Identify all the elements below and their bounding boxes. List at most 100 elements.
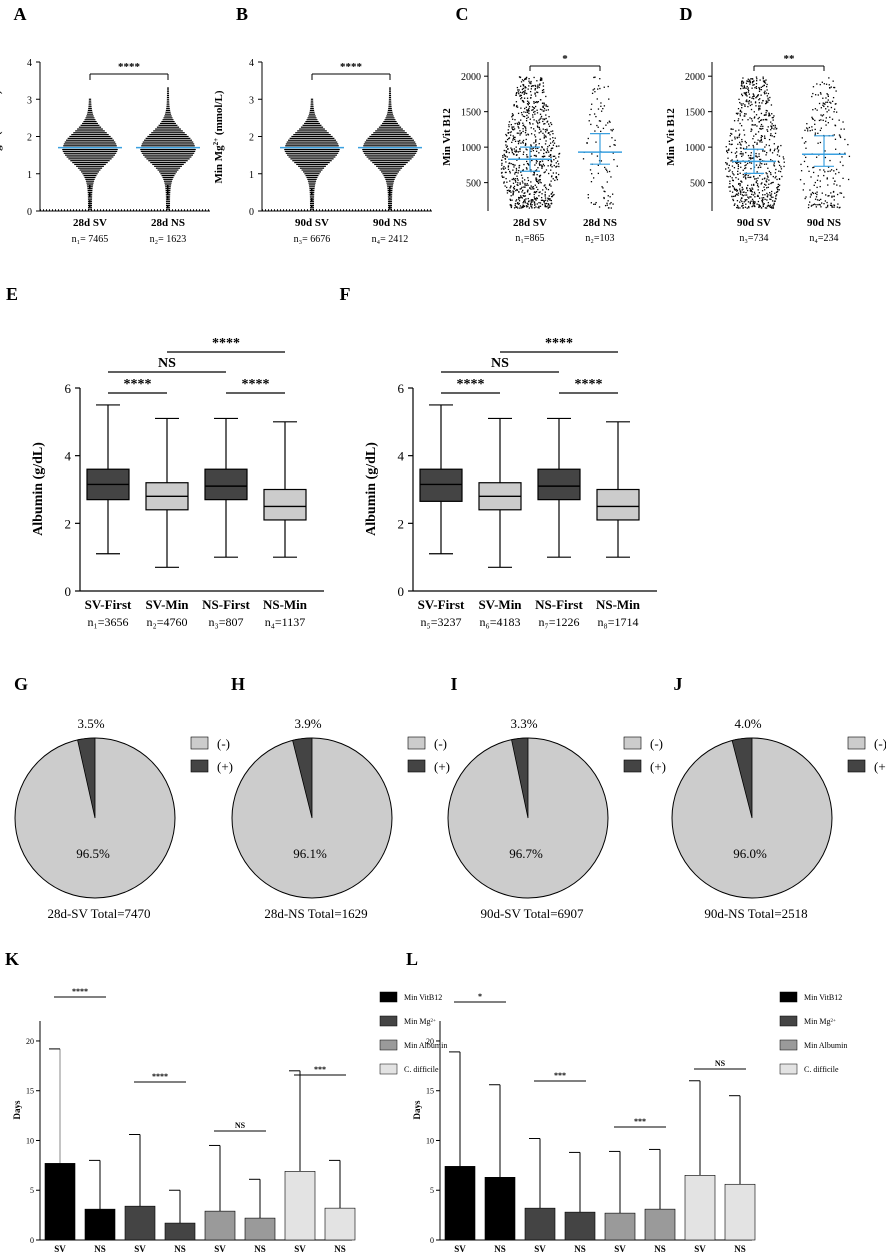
dot <box>511 115 514 117</box>
dot-row <box>387 188 393 190</box>
dot <box>770 206 772 208</box>
legend-label-positive: (+) <box>217 759 233 774</box>
dot <box>533 172 535 174</box>
dot <box>830 169 833 171</box>
dot <box>534 84 536 87</box>
dot <box>513 191 515 193</box>
dot <box>586 142 588 144</box>
dot <box>536 101 538 104</box>
dot <box>820 107 823 109</box>
dot <box>764 198 766 201</box>
sig-label: NS <box>715 1059 726 1068</box>
dot <box>783 165 785 168</box>
dot <box>505 177 507 180</box>
dot <box>737 164 739 166</box>
dot-row <box>148 160 188 162</box>
dot <box>537 126 539 128</box>
dot <box>826 93 828 95</box>
pie-slice-positive <box>77 737 96 819</box>
y-axis-label: Min Vit B12 <box>441 108 453 166</box>
sig-label: **** <box>242 377 270 392</box>
dot <box>534 93 536 95</box>
dot <box>521 88 524 91</box>
dot <box>749 81 752 84</box>
dot <box>539 79 542 82</box>
dot <box>743 201 745 203</box>
dot <box>527 88 529 90</box>
dot <box>755 178 757 180</box>
legend-swatch <box>379 991 398 1003</box>
dot <box>762 76 764 78</box>
dot <box>520 94 522 97</box>
dot <box>544 197 547 199</box>
panel-letter: F <box>340 284 351 304</box>
dot-row <box>88 106 92 108</box>
dot <box>766 151 768 154</box>
dot <box>765 86 768 88</box>
dot <box>747 201 750 203</box>
dot <box>515 200 517 202</box>
dot <box>525 120 528 122</box>
y-tick-label: 2000 <box>461 72 481 83</box>
dot <box>770 121 772 123</box>
dot <box>535 162 537 164</box>
dot <box>526 149 528 151</box>
dot <box>612 203 614 205</box>
dot <box>543 148 545 150</box>
dot <box>513 207 516 209</box>
dot <box>606 181 608 183</box>
dot <box>739 122 741 125</box>
dot <box>605 124 607 126</box>
dot-row <box>308 184 316 186</box>
dot <box>516 202 518 205</box>
dot-row <box>363 143 417 145</box>
dot <box>770 158 772 161</box>
dot <box>765 109 767 112</box>
dot <box>736 189 739 192</box>
dot <box>534 198 537 200</box>
dot <box>532 109 534 111</box>
legend-swatch <box>779 1039 798 1051</box>
dot <box>739 110 741 113</box>
x-tick-label: NS <box>574 1244 586 1254</box>
dot <box>521 206 523 208</box>
dot <box>540 115 543 118</box>
x-tick-label: NS <box>174 1244 186 1254</box>
dot <box>504 158 507 160</box>
dot <box>535 144 537 146</box>
legend-label: Min Albumin <box>804 1041 847 1050</box>
legend-label-text: C. difficile <box>404 1065 439 1074</box>
dot <box>509 204 511 206</box>
dot <box>594 91 596 93</box>
dot-row <box>87 186 93 188</box>
dot <box>838 119 840 121</box>
dot <box>743 87 746 89</box>
dot-row <box>87 204 93 207</box>
dot <box>535 180 538 183</box>
dot <box>506 156 508 158</box>
dot-row <box>363 152 417 154</box>
dot <box>844 138 846 141</box>
dot <box>604 166 606 169</box>
dot <box>749 80 751 82</box>
dot <box>524 78 526 81</box>
y-tick-label: 500 <box>466 179 481 190</box>
dot <box>728 149 730 151</box>
dot <box>732 185 734 187</box>
dot <box>799 179 802 181</box>
dot <box>522 189 524 192</box>
dot <box>745 164 747 166</box>
dot <box>830 102 832 104</box>
dot <box>833 86 835 89</box>
dot <box>751 205 753 208</box>
dot <box>770 195 772 197</box>
dot <box>772 124 774 127</box>
dot <box>598 206 601 208</box>
dot <box>757 194 759 197</box>
dot <box>737 173 739 175</box>
dot <box>748 79 751 81</box>
dot <box>771 135 773 137</box>
dot <box>515 92 518 95</box>
dot <box>608 98 610 100</box>
dot <box>519 91 522 93</box>
